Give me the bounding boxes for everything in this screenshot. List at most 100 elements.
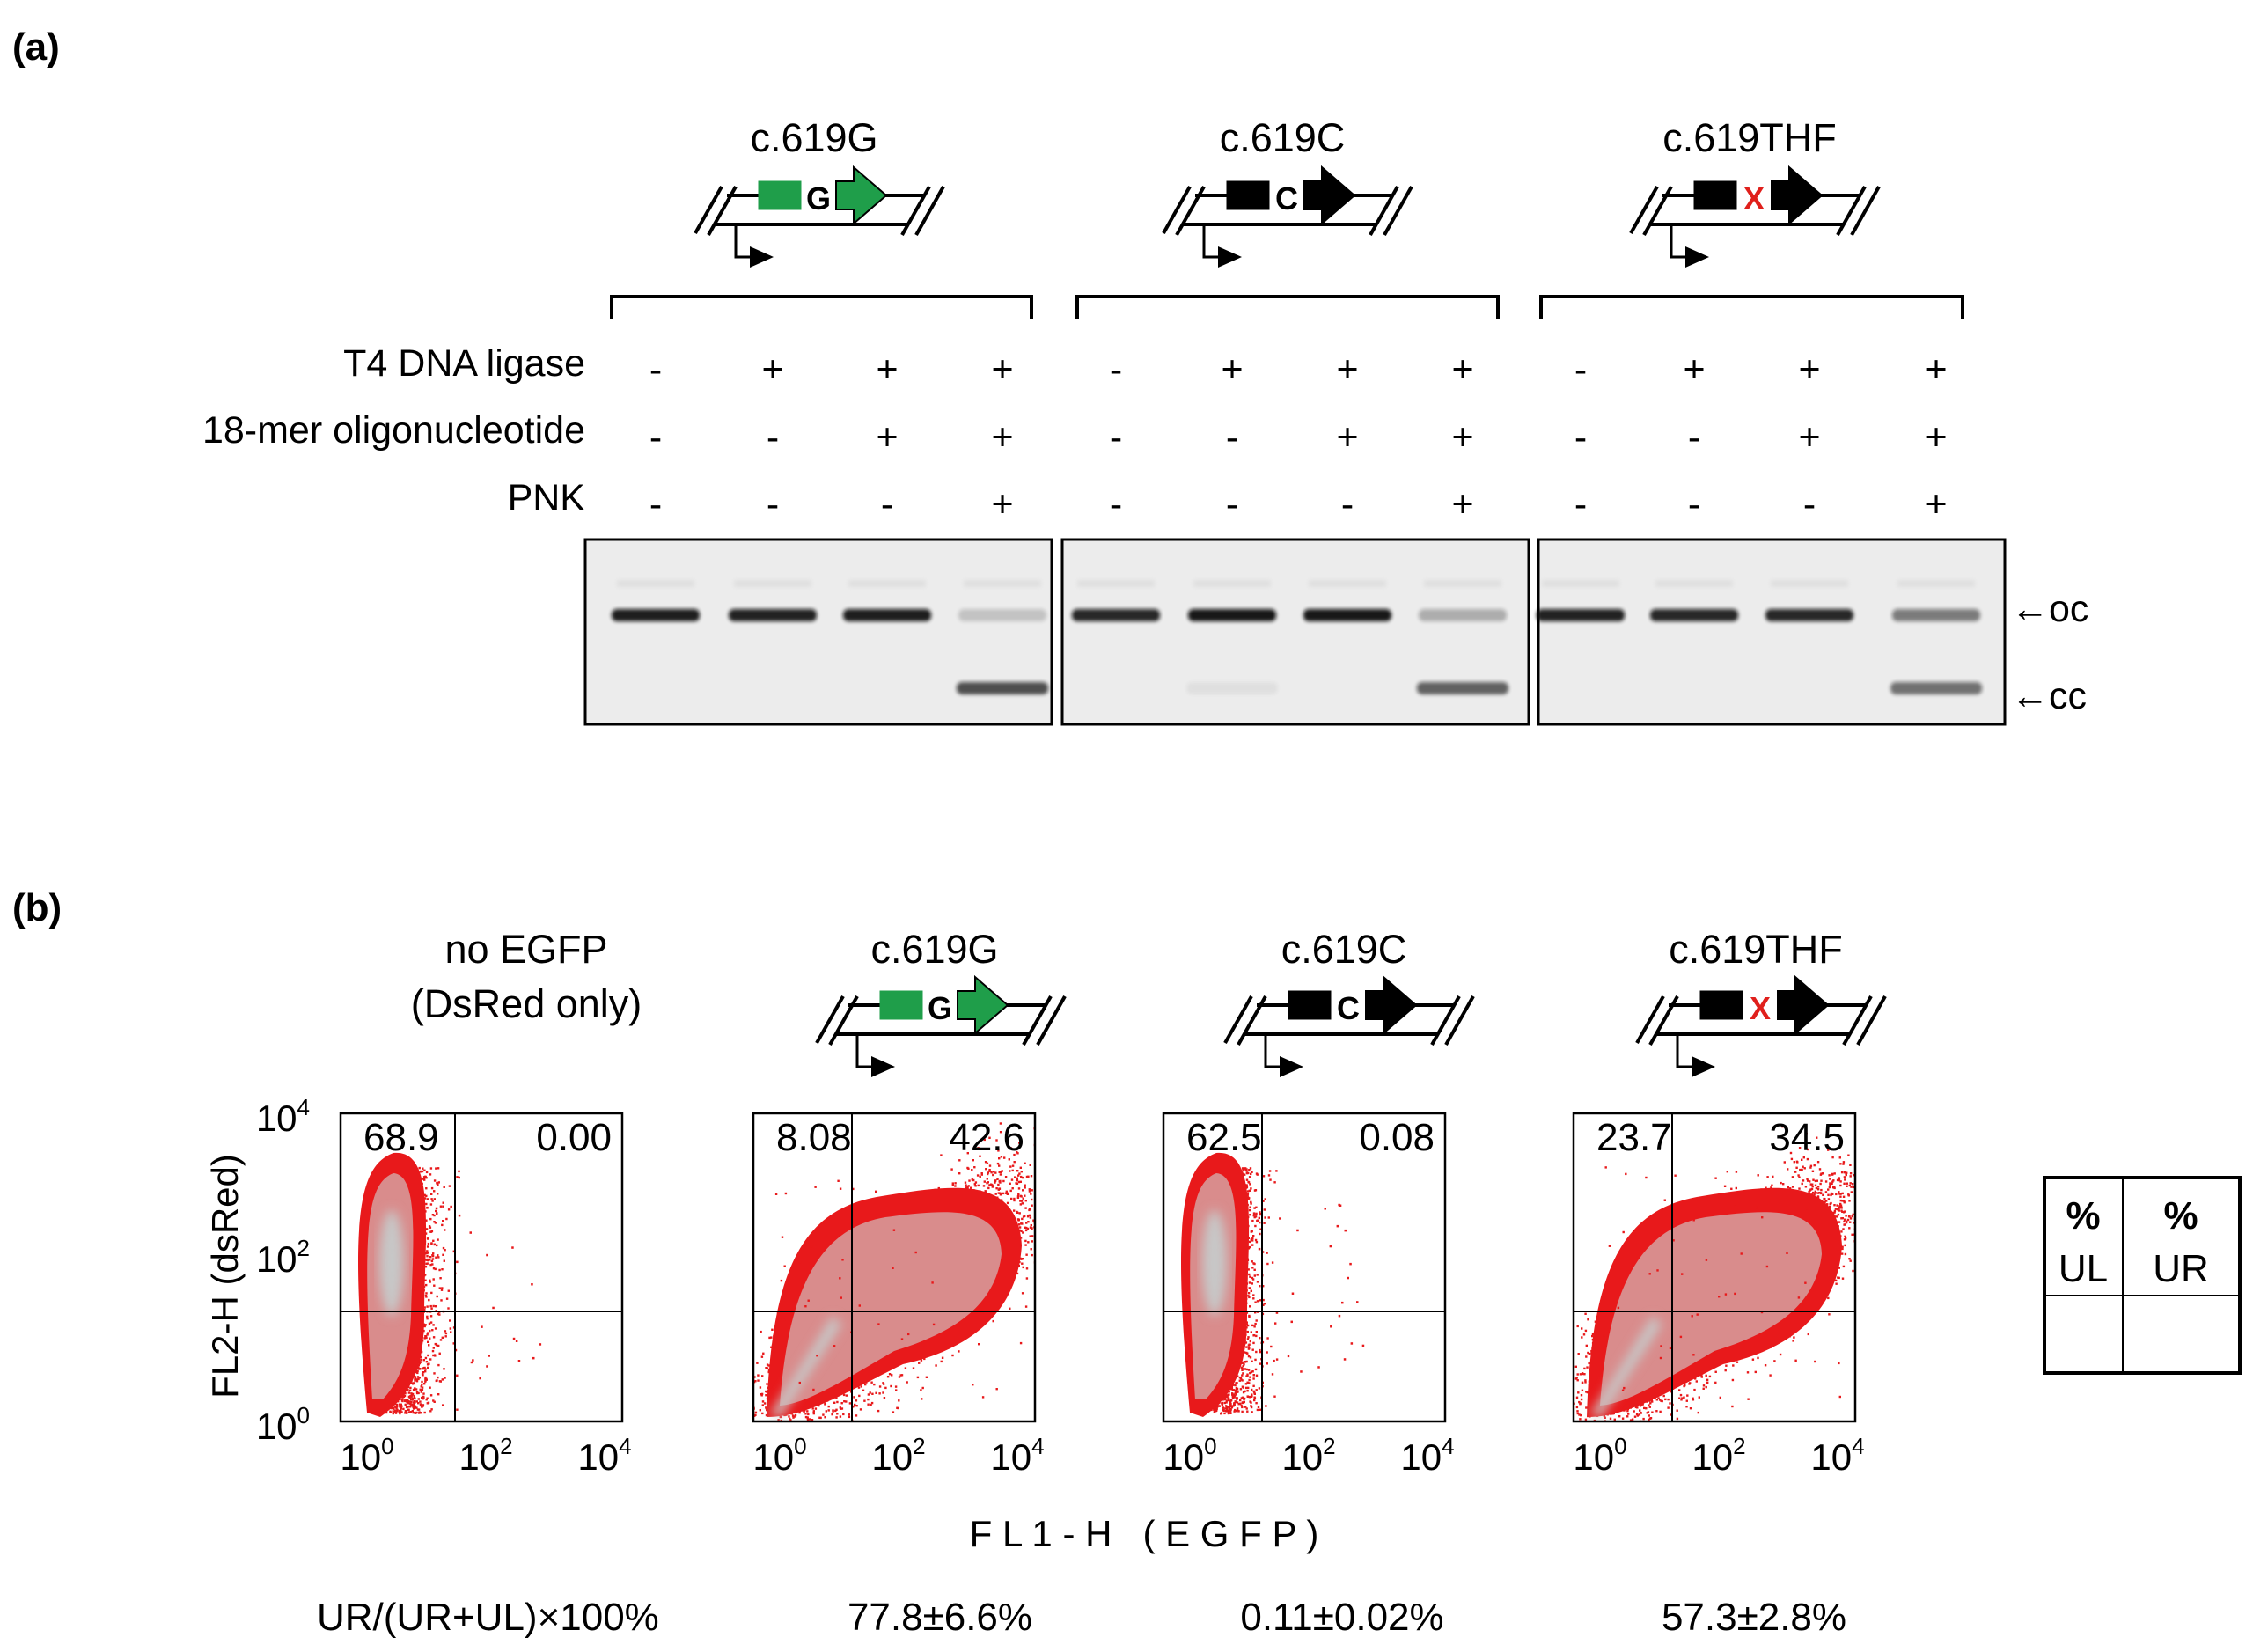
sign-r1-l11: + <box>1925 416 1947 459</box>
ur-percent-3: 34.5 <box>1769 1116 1845 1159</box>
sign-r1-l0: - <box>649 416 662 459</box>
x-tick-2-2: 104 <box>1400 1433 1454 1478</box>
ratio-value-c619g: 77.8±6.6% <box>848 1596 1032 1639</box>
sign-r0-l7: + <box>1451 349 1473 391</box>
band-oc-7 <box>1419 609 1507 621</box>
sign-r2-l2: - <box>881 483 893 525</box>
band-cc-11 <box>1890 682 1982 694</box>
band-oc-5 <box>1188 609 1276 621</box>
band-oc-0 <box>612 609 700 621</box>
construct-diagram-a-1: C <box>1162 165 1413 268</box>
y-tick-1: 102 <box>256 1235 310 1280</box>
construct-diagram-b-2: C <box>1223 974 1475 1077</box>
gel-0 <box>583 538 1053 726</box>
flow-plot-2: 62.5 0.08 100 102 104 <box>1162 1112 1455 1478</box>
sign-r1-l10: + <box>1798 416 1820 459</box>
band-oc-11 <box>1892 609 1980 621</box>
panel-a-label: (a) <box>12 26 60 69</box>
ratio-value-c619c: 0.11±0.02% <box>1240 1596 1443 1639</box>
sign-r0-l2: + <box>876 349 898 391</box>
band-oc-3 <box>958 609 1046 621</box>
gel-1 <box>1060 538 1530 726</box>
band-oc-8 <box>1537 609 1625 621</box>
sign-r2-l1: - <box>767 483 779 525</box>
plot-title-1-0: c.619G <box>870 927 998 972</box>
band-label-cc: ←cc <box>2011 675 2087 717</box>
sign-r2-l4: - <box>1110 483 1122 525</box>
sign-r0-l0: - <box>649 349 662 391</box>
sign-r2-l11: + <box>1925 483 1947 525</box>
sign-r0-l1: + <box>761 349 783 391</box>
flow-plot-titles: no EGFP (DsRed only) c.619G c.619C c.619THF <box>411 927 1843 1026</box>
treatment-signs: - + + + - + + + - + + + - - + + - - + + - - + + - - - + - - - + - - - + <box>649 349 1948 525</box>
table-header-ur-percent: % <box>2163 1194 2198 1237</box>
sign-r0-l5: + <box>1221 349 1243 391</box>
construct-diagram-a-2: X <box>1629 165 1881 268</box>
ul-percent-1: 8.08 <box>776 1116 852 1159</box>
sign-r2-l10: - <box>1803 483 1816 525</box>
x-tick-3-0: 100 <box>1573 1433 1626 1478</box>
ur-percent-2: 0.08 <box>1359 1116 1435 1159</box>
x-tick-1-0: 100 <box>752 1433 806 1478</box>
x-axis-label: F L 1 - H ( E G F P ) <box>970 1513 1319 1554</box>
band-oc-9 <box>1650 609 1738 621</box>
construct-title-a-1: c.619C <box>1220 115 1346 160</box>
construct-diagram-b-1-letter: G <box>928 990 952 1026</box>
band-oc-10 <box>1765 609 1853 621</box>
sign-r2-l6: - <box>1341 483 1354 525</box>
row-label-t4-dna-ligase: T4 DNA ligase <box>343 342 585 385</box>
construct-diagram-b-2-letter: C <box>1337 990 1360 1026</box>
quadrant-legend-table: % UL % UR <box>2043 1176 2242 1375</box>
table-header-ul: UL <box>2059 1247 2108 1290</box>
ul-percent-0: 68.9 <box>363 1116 439 1159</box>
sign-r1-l5: - <box>1226 416 1238 459</box>
band-cc-3 <box>957 682 1048 694</box>
sign-r0-l9: + <box>1683 349 1705 391</box>
band-oc-2 <box>843 609 931 621</box>
sign-r2-l8: - <box>1574 483 1587 525</box>
x-tick-3-1: 102 <box>1692 1433 1745 1478</box>
plot-title-3-0: c.619THF <box>1669 927 1843 972</box>
x-tick-0-1: 102 <box>459 1433 512 1478</box>
flow-plot-1: 8.08 42.6 100 102 104 <box>752 1112 1045 1478</box>
sign-r1-l9: - <box>1688 416 1700 459</box>
panel-b-label: (b) <box>12 886 62 929</box>
ul-percent-3: 23.7 <box>1596 1116 1672 1159</box>
construct-diagram-b-1: G <box>815 974 1067 1077</box>
gel-images <box>583 538 2007 726</box>
sign-r0-l6: + <box>1336 349 1358 391</box>
bracket-c619thf <box>1539 295 1964 319</box>
plot-title-2-0: c.619C <box>1281 927 1407 972</box>
x-tick-0-0: 100 <box>340 1433 393 1478</box>
sign-r2-l9: - <box>1688 483 1700 525</box>
ratio-formula-label: UR/(UR+UL)×100% <box>317 1596 659 1639</box>
ul-percent-2: 62.5 <box>1186 1116 1262 1159</box>
sign-r0-l8: - <box>1574 349 1587 391</box>
ratio-value-c619thf: 57.3±2.8% <box>1662 1596 1846 1639</box>
sign-r1-l2: + <box>876 416 898 459</box>
x-tick-0-2: 104 <box>577 1433 631 1478</box>
construct-title-a-2: c.619THF <box>1662 115 1837 160</box>
lane-group-brackets <box>610 295 1964 319</box>
ur-percent-1: 42.6 <box>949 1116 1024 1159</box>
x-tick-1-2: 104 <box>990 1433 1044 1478</box>
bracket-c619c <box>1075 295 1500 319</box>
x-tick-2-0: 100 <box>1163 1433 1216 1478</box>
y-tick-0: 104 <box>256 1094 310 1139</box>
sign-r1-l8: - <box>1574 416 1587 459</box>
plot-frame-1 <box>752 1112 1037 1423</box>
flow-plot-3: 23.7 34.5 100 102 104 <box>1572 1112 1865 1478</box>
row-label-pnk: PNK <box>508 477 586 519</box>
band-oc-6 <box>1303 609 1391 621</box>
sign-r2-l0: - <box>649 483 662 525</box>
band-label-oc: ←oc <box>2011 588 2088 630</box>
construct-diagram-a-0-letter: G <box>806 180 831 217</box>
sign-r1-l6: + <box>1336 416 1358 459</box>
sign-r0-l4: - <box>1110 349 1122 391</box>
sign-r1-l1: - <box>767 416 779 459</box>
row-label-18-mer-oligonucleotide: 18-mer oligonucleotide <box>202 409 585 452</box>
sign-r2-l7: + <box>1451 483 1473 525</box>
plot-frame-2 <box>1162 1112 1447 1423</box>
